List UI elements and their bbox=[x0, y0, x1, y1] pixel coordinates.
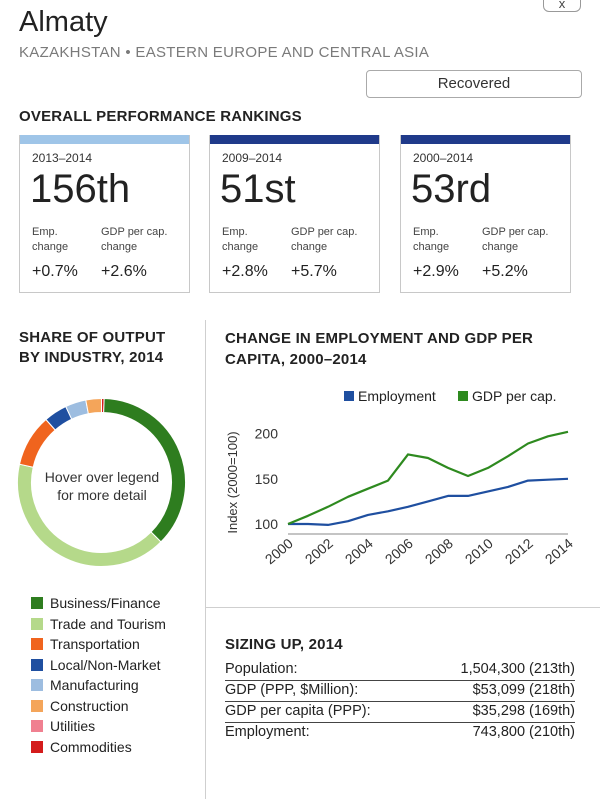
series-line-gdp-per-cap bbox=[287, 430, 569, 526]
emp-change-value: +2.9% bbox=[413, 263, 459, 280]
rank-card-bar bbox=[20, 135, 189, 144]
donut-hint: Hover over legend for more detail bbox=[44, 469, 160, 503]
legend-item-construction[interactable]: Construction bbox=[31, 696, 166, 717]
vertical-divider bbox=[205, 320, 206, 799]
rankings-heading: OVERALL PERFORMANCE RANKINGS bbox=[19, 108, 302, 125]
legend-item-manufacturing[interactable]: Manufacturing bbox=[31, 675, 166, 696]
emp-change-label: Emp. change bbox=[413, 226, 450, 253]
rank-card-bar bbox=[401, 135, 570, 144]
rank-value: 51st bbox=[220, 167, 296, 211]
rank-period: 2009–2014 bbox=[222, 151, 283, 165]
x-tick-label: 2012 bbox=[502, 535, 536, 567]
x-tick-label: 2010 bbox=[462, 535, 496, 567]
emp-change-value: +0.7% bbox=[32, 263, 78, 280]
legend-swatch bbox=[31, 617, 43, 630]
emp-change-label: Emp. change bbox=[222, 226, 259, 253]
legend-label: Local/Non-Market bbox=[50, 656, 161, 673]
donut-svg bbox=[17, 397, 186, 567]
emp-change-value: +2.8% bbox=[222, 263, 268, 280]
legend-label: Manufacturing bbox=[50, 677, 139, 694]
legend-swatch bbox=[31, 699, 43, 712]
legend-item-utilities[interactable]: Utilities bbox=[31, 716, 166, 737]
chart-legend-label: GDP per cap. bbox=[472, 388, 557, 404]
emp-change-label: Emp. change bbox=[32, 226, 69, 253]
legend-item-business-finance[interactable]: Business/Finance bbox=[31, 593, 166, 614]
gdp-change-label: GDP per cap. change bbox=[291, 226, 358, 253]
x-tick-label: 2002 bbox=[302, 535, 336, 567]
legend-swatch bbox=[31, 720, 43, 733]
sizing-row-gdp: GDP (PPP, $Million): $53,099 (218th) bbox=[225, 681, 575, 702]
donut-slice-construction[interactable] bbox=[85, 397, 102, 415]
donut-slice-transportation[interactable] bbox=[18, 418, 56, 468]
sizing-row-employment: Employment: 743,800 (210th) bbox=[225, 723, 575, 744]
gdp-change-value: +5.7% bbox=[291, 263, 337, 280]
sizing-row-population: Population: 1,504,300 (213th) bbox=[225, 660, 575, 681]
industry-legend: Business/Finance Trade and Tourism Trans… bbox=[31, 593, 166, 757]
sizing-label: Employment: bbox=[225, 724, 310, 740]
sizing-value: 1,504,300 (213th) bbox=[460, 661, 575, 677]
sizing-value: $35,298 (169th) bbox=[472, 703, 575, 719]
rank-value: 156th bbox=[30, 167, 131, 211]
industry-donut-chart[interactable] bbox=[14, 395, 189, 570]
y-axis-label: Index (2000=100) bbox=[225, 431, 240, 533]
legend-swatch bbox=[31, 658, 43, 671]
chart-legend-label: Employment bbox=[358, 388, 436, 404]
series-line-employment bbox=[288, 477, 569, 526]
share-heading: SHARE OF OUTPUT BY INDUSTRY, 2014 bbox=[19, 329, 166, 366]
gdp-change-value: +2.6% bbox=[101, 263, 147, 280]
sizing-value: $53,099 (218th) bbox=[472, 682, 575, 698]
legend-swatch bbox=[31, 597, 43, 610]
gdp-change-value: +5.2% bbox=[482, 263, 528, 280]
legend-swatch bbox=[344, 391, 354, 401]
legend-swatch bbox=[31, 740, 43, 753]
x-tick-label: 2014 bbox=[542, 535, 576, 567]
employment-gdp-line-chart: Employment GDP per cap. Index (2000=100) 10… bbox=[225, 388, 576, 567]
legend-label: Construction bbox=[50, 697, 129, 714]
legend-label: Utilities bbox=[50, 718, 96, 735]
rank-period: 2013–2014 bbox=[32, 151, 93, 165]
x-tick-label: 2004 bbox=[342, 535, 376, 567]
close-button[interactable]: x bbox=[543, 0, 581, 12]
legend-label: Business/Finance bbox=[50, 595, 161, 612]
y-tick-label: 200 bbox=[255, 426, 279, 442]
city-title: Almaty bbox=[19, 6, 108, 38]
legend-swatch bbox=[458, 391, 468, 401]
sizing-label: GDP per capita (PPP): bbox=[225, 703, 371, 719]
city-subtitle: KAZAKHSTAN • EASTERN EUROPE AND CENTRAL … bbox=[19, 44, 430, 61]
sizing-label: Population: bbox=[225, 661, 298, 677]
y-tick-label: 100 bbox=[255, 516, 279, 532]
legend-item-local-non-market[interactable]: Local/Non-Market bbox=[31, 655, 166, 676]
x-tick-label: 2008 bbox=[422, 535, 456, 567]
sizing-row-gdp-per-capita: GDP per capita (PPP): $35,298 (169th) bbox=[225, 702, 575, 723]
y-tick-label: 150 bbox=[255, 471, 279, 487]
legend-item-commodities[interactable]: Commodities bbox=[31, 737, 166, 758]
legend-label: Trade and Tourism bbox=[50, 615, 166, 632]
sizing-table: Population: 1,504,300 (213th) GDP (PPP, $… bbox=[225, 660, 575, 744]
gdp-change-label: GDP per cap. change bbox=[101, 226, 168, 253]
rank-card[interactable]: 2000–2014 53rd Emp. change GDP per cap. ch… bbox=[400, 135, 571, 293]
sizing-value: 743,800 (210th) bbox=[472, 724, 575, 740]
sizing-label: GDP (PPP, $Million): bbox=[225, 682, 359, 698]
rank-card-bar bbox=[210, 135, 379, 144]
sizing-heading: SIZING UP, 2014 bbox=[225, 636, 343, 653]
status-button[interactable]: Recovered bbox=[366, 70, 582, 98]
legend-swatch bbox=[31, 638, 43, 651]
rank-card[interactable]: 2013–2014 156th Emp. change GDP per cap. c… bbox=[19, 135, 190, 293]
x-tick-label: 2006 bbox=[382, 535, 416, 567]
legend-item-trade-tourism[interactable]: Trade and Tourism bbox=[31, 614, 166, 635]
rank-period: 2000–2014 bbox=[413, 151, 474, 165]
legend-swatch bbox=[31, 679, 43, 692]
horizontal-divider bbox=[206, 607, 600, 608]
legend-label: Commodities bbox=[50, 738, 132, 755]
rank-card[interactable]: 2009–2014 51st Emp. change GDP per cap. ch… bbox=[209, 135, 380, 293]
chart-heading: CHANGE IN EMPLOYMENT AND GDP PER CAPITA, … bbox=[225, 330, 534, 368]
legend-label: Transportation bbox=[50, 636, 140, 653]
legend-item-transportation[interactable]: Transportation bbox=[31, 634, 166, 655]
rank-value: 53rd bbox=[411, 167, 492, 211]
x-tick-label: 2000 bbox=[262, 535, 296, 567]
gdp-change-label: GDP per cap. change bbox=[482, 226, 549, 253]
